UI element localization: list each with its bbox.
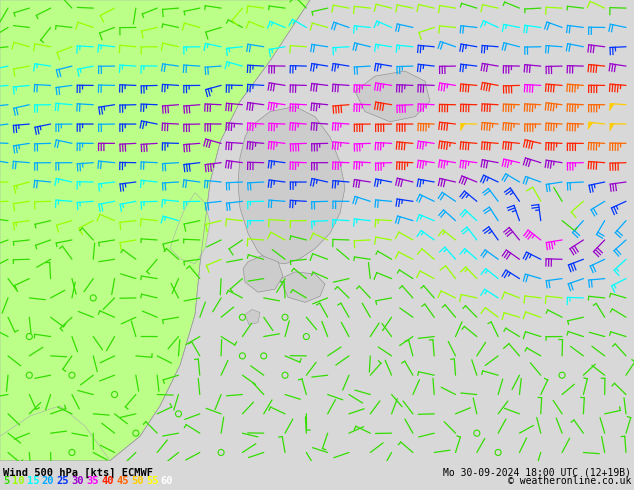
Polygon shape bbox=[610, 124, 614, 131]
Text: Mo 30-09-2024 18:00 UTC (12+19B): Mo 30-09-2024 18:00 UTC (12+19B) bbox=[443, 467, 631, 478]
Text: 5: 5 bbox=[3, 476, 10, 486]
Polygon shape bbox=[609, 103, 614, 111]
Polygon shape bbox=[243, 256, 283, 292]
Text: 40: 40 bbox=[101, 476, 113, 486]
Polygon shape bbox=[170, 193, 210, 264]
Text: 60: 60 bbox=[160, 476, 173, 486]
Text: 15: 15 bbox=[27, 476, 39, 486]
Polygon shape bbox=[461, 123, 465, 131]
Text: Wind 500 hPa [kts] ECMWF: Wind 500 hPa [kts] ECMWF bbox=[3, 467, 153, 478]
Polygon shape bbox=[245, 309, 260, 325]
Polygon shape bbox=[0, 0, 310, 461]
Polygon shape bbox=[588, 122, 593, 129]
Text: © weatheronline.co.uk: © weatheronline.co.uk bbox=[508, 476, 631, 486]
Polygon shape bbox=[280, 272, 325, 302]
Polygon shape bbox=[238, 106, 345, 264]
Polygon shape bbox=[0, 406, 110, 461]
Text: 45: 45 bbox=[116, 476, 129, 486]
Text: 20: 20 bbox=[41, 476, 54, 486]
Text: 10: 10 bbox=[11, 476, 24, 486]
Polygon shape bbox=[355, 71, 430, 122]
Text: 35: 35 bbox=[86, 476, 99, 486]
Text: 25: 25 bbox=[56, 476, 69, 486]
Text: 50: 50 bbox=[131, 476, 143, 486]
Text: 55: 55 bbox=[146, 476, 158, 486]
Text: 30: 30 bbox=[71, 476, 84, 486]
